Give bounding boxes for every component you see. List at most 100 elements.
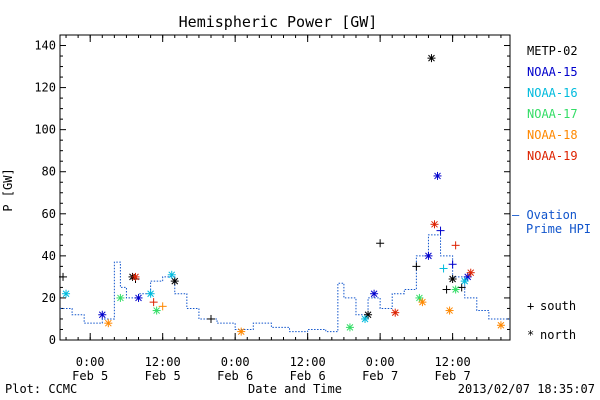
x-tick-label-date: Feb 5 [72, 369, 108, 383]
star-marker-d2 [153, 307, 160, 314]
star-marker-d2 [104, 319, 112, 327]
legend: METP-02 NOAA-15 NOAA-16 NOAA-17 NOAA-18 NOAA-… [512, 44, 591, 342]
north-point [167, 270, 176, 279]
y-axis-label: P [GW] [1, 168, 15, 211]
x-tick-label-time: 12:00 [145, 355, 181, 369]
legend-entry: NOAA-16 [527, 86, 578, 100]
x-tick-label-time: 0:00 [366, 355, 395, 369]
north-point [424, 251, 433, 260]
legend-entry: NOAA-19 [527, 149, 578, 163]
x-axis-label: Date and Time [248, 382, 342, 396]
north-point [146, 289, 155, 298]
x-tick-label-date: Feb 6 [217, 369, 253, 383]
x-tick-label-date: Feb 6 [290, 369, 326, 383]
north-point [466, 268, 475, 277]
star-marker-d2 [464, 273, 472, 281]
south-point [376, 239, 385, 248]
star-marker-d2 [467, 269, 475, 277]
y-tick-label: 0 [49, 333, 56, 347]
north-point [430, 220, 439, 229]
y-tick-label: 140 [34, 39, 56, 53]
north-point [98, 310, 107, 319]
north-point [418, 298, 427, 307]
star-marker-d2 [237, 328, 245, 335]
south-point [158, 302, 167, 311]
north-point [345, 323, 354, 332]
north-point [364, 310, 373, 319]
star-marker-d2 [446, 307, 453, 314]
star-marker-d2 [449, 275, 456, 283]
star-marker-d2 [434, 172, 441, 180]
star-marker-d2 [461, 277, 469, 285]
star-marker-d2 [117, 294, 124, 302]
star-marker-d2 [416, 294, 423, 302]
star-marker-d2 [419, 298, 426, 306]
y-tick-label: 100 [34, 123, 56, 137]
x-tick-label-date: Feb 7 [362, 369, 398, 383]
north-point [391, 308, 400, 317]
star-marker-d2 [168, 271, 176, 279]
star-marker-d2 [497, 321, 505, 329]
south-point [149, 298, 158, 307]
star-marker-d2 [147, 290, 154, 298]
star-marker-d2 [391, 309, 399, 317]
legend-entry: METP-02 [527, 44, 578, 58]
y-tick-label: 20 [42, 291, 56, 305]
north-point [237, 327, 246, 336]
south-point [207, 314, 216, 323]
north-point [361, 314, 370, 323]
legend-entry: NOAA-17 [527, 107, 578, 121]
north-point [370, 289, 379, 298]
legend-ovation-line1: — Ovation [512, 208, 577, 222]
north-point [433, 171, 442, 180]
star-marker-d2 [132, 273, 139, 281]
y-axis: 0 20 40 60 80 100 120 140 [34, 34, 510, 347]
south-point [412, 262, 421, 271]
legend-ovation-line2: Prime HPI [526, 222, 591, 236]
star-marker-d2 [62, 290, 70, 298]
star-marker-d2 [135, 294, 142, 302]
north-point [415, 293, 424, 302]
x-tick-label-time: 0:00 [76, 355, 105, 369]
north-point [496, 321, 505, 330]
y-tick-label: 60 [42, 207, 56, 221]
south-point [439, 264, 448, 273]
x-tick-label-time: 12:00 [435, 355, 471, 369]
south-point [451, 241, 460, 250]
north-point [134, 293, 143, 302]
north-point [451, 285, 460, 294]
star-marker-d2 [370, 290, 378, 298]
data-points [59, 54, 505, 336]
north-point [448, 275, 457, 283]
x-tick-label-date: Feb 7 [435, 369, 471, 383]
north-point [427, 54, 436, 63]
south-point [457, 283, 466, 292]
footer-source: Plot: CCMC [5, 382, 77, 396]
y-tick-label: 80 [42, 165, 56, 179]
legend-marker-symbol: * [527, 328, 534, 342]
footer-timestamp: 2013/02/07 18:35:07 [458, 382, 595, 396]
star-marker-d2 [428, 54, 435, 62]
north-point [152, 306, 161, 315]
x-tick-label-time: 0:00 [221, 355, 250, 369]
south-point [448, 260, 457, 269]
legend-marker-symbol: + [527, 299, 534, 313]
star-marker-d2 [346, 324, 354, 331]
star-marker-d2 [98, 311, 106, 319]
x-tick-label-time: 12:00 [290, 355, 326, 369]
star-marker-d2 [171, 277, 179, 285]
legend-marker-label: north [540, 328, 576, 342]
star-marker-d2 [431, 220, 438, 228]
north-point [104, 319, 113, 328]
north-point [62, 289, 71, 298]
ovation-prime-hpi-line [60, 234, 510, 333]
chart-title: Hemispheric Power [GW] [179, 13, 378, 31]
ovation-hpi-step-line [60, 234, 510, 333]
south-point [436, 226, 445, 235]
star-marker-d2 [425, 252, 432, 260]
y-tick-label: 40 [42, 249, 56, 263]
north-point [460, 277, 469, 286]
legend-marker-label: south [540, 299, 576, 313]
